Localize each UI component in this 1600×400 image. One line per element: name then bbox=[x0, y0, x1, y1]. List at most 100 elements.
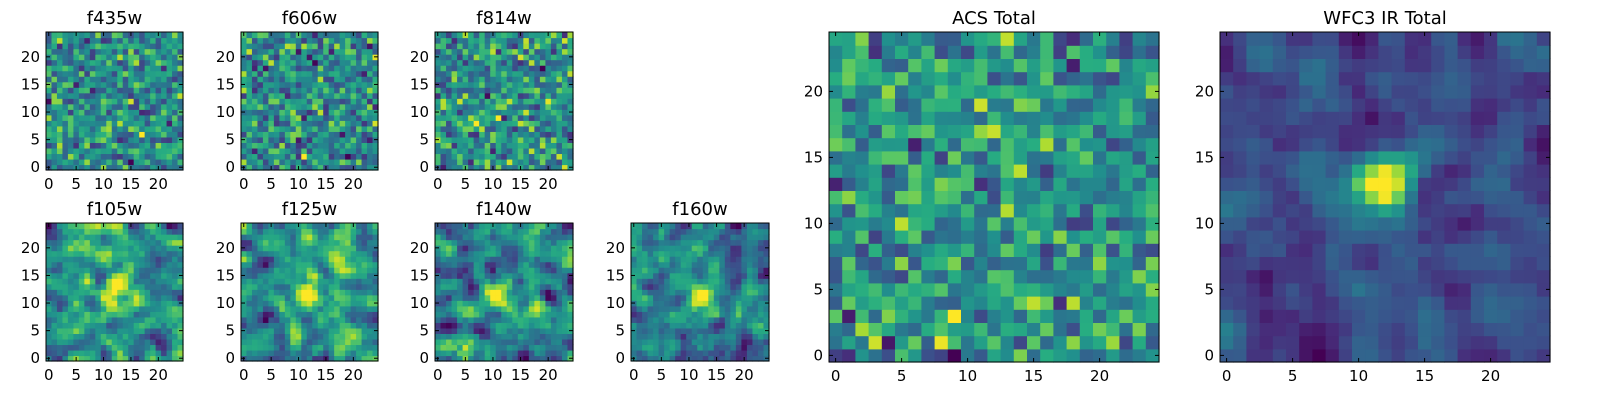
heatmap-cell bbox=[317, 37, 324, 44]
heatmap-cell bbox=[323, 158, 330, 166]
heatmap-cell bbox=[631, 316, 638, 323]
heatmap-cell bbox=[111, 125, 118, 132]
heatmap-cell bbox=[251, 338, 259, 346]
heatmap-cell bbox=[636, 223, 643, 230]
heatmap-cell bbox=[290, 125, 297, 132]
heatmap-cell bbox=[133, 344, 140, 351]
heatmap-cell bbox=[446, 109, 453, 116]
heatmap-cell bbox=[446, 278, 453, 285]
heatmap-cell bbox=[1119, 309, 1134, 323]
heatmap-cell bbox=[534, 239, 541, 246]
heatmap-cell bbox=[517, 322, 524, 329]
heatmap-cell bbox=[842, 322, 856, 337]
heatmap-cell bbox=[257, 37, 264, 44]
heatmap-cell bbox=[268, 261, 275, 268]
heatmap-cell bbox=[746, 245, 754, 252]
heatmap-cell bbox=[301, 109, 308, 116]
heatmap-cell bbox=[675, 294, 682, 301]
heatmap-cell bbox=[144, 37, 151, 44]
heatmap-cell bbox=[1119, 348, 1134, 363]
heatmap-cell bbox=[1119, 203, 1134, 218]
heatmap-cell bbox=[317, 311, 324, 318]
heatmap-cell bbox=[691, 338, 698, 346]
heatmap-cell bbox=[691, 289, 698, 296]
heatmap-cell bbox=[567, 228, 574, 235]
heatmap-cell bbox=[457, 250, 464, 257]
heatmap-cell bbox=[545, 311, 552, 318]
heatmap-cell bbox=[139, 147, 146, 155]
heatmap-cell bbox=[440, 239, 447, 246]
heatmap-cell bbox=[1027, 348, 1041, 363]
heatmap-cell bbox=[746, 322, 754, 329]
heatmap-cell bbox=[512, 272, 519, 279]
heatmap-cell bbox=[440, 278, 447, 285]
heatmap-cell bbox=[855, 164, 870, 178]
heatmap-cell bbox=[155, 114, 162, 121]
heatmap-cell bbox=[95, 103, 102, 110]
heatmap-cell bbox=[317, 103, 324, 110]
heatmap-cell bbox=[339, 54, 346, 61]
heatmap-cell bbox=[95, 48, 102, 55]
heatmap-cell bbox=[468, 245, 475, 252]
heatmap-cell bbox=[268, 311, 275, 318]
x-tick-label: 10 bbox=[483, 175, 502, 193]
heatmap-cell bbox=[757, 272, 765, 279]
heatmap-cell bbox=[495, 311, 502, 318]
heatmap-cell bbox=[51, 228, 58, 235]
heatmap-cell bbox=[67, 228, 74, 235]
x-tick-label: 10 bbox=[94, 175, 113, 193]
heatmap-cell bbox=[361, 109, 368, 116]
heatmap-cell bbox=[550, 333, 558, 340]
heatmap-cell bbox=[490, 256, 497, 263]
heatmap-cell bbox=[534, 120, 541, 127]
heatmap-cell bbox=[323, 142, 330, 149]
heatmap-cell bbox=[763, 267, 770, 274]
heatmap-cell bbox=[356, 43, 363, 50]
heatmap-cell bbox=[561, 261, 569, 268]
heatmap-cell bbox=[177, 131, 184, 138]
heatmap-cell bbox=[279, 338, 286, 346]
heatmap-cell bbox=[881, 190, 896, 205]
heatmap-cell bbox=[262, 147, 269, 155]
heatmap-cell bbox=[106, 344, 113, 351]
heatmap-cell bbox=[868, 230, 883, 244]
heatmap-cell bbox=[246, 294, 253, 301]
heatmap-cell bbox=[241, 98, 248, 105]
heatmap-cell bbox=[457, 81, 464, 88]
heatmap-cell bbox=[284, 294, 291, 301]
heatmap-cell bbox=[462, 272, 469, 279]
heatmap-cell bbox=[523, 114, 530, 121]
heatmap-cell bbox=[89, 338, 96, 346]
heatmap-cell bbox=[128, 333, 135, 340]
heatmap-cell bbox=[512, 322, 519, 329]
heatmap-cell bbox=[367, 142, 374, 149]
heatmap-cell bbox=[334, 43, 341, 50]
heatmap-cell bbox=[730, 283, 737, 290]
heatmap-cell bbox=[361, 223, 368, 230]
heatmap-cell bbox=[506, 92, 513, 99]
heatmap-cell bbox=[702, 267, 709, 274]
heatmap-cell bbox=[545, 109, 552, 116]
heatmap-cell bbox=[987, 243, 1002, 257]
heatmap-cell bbox=[697, 300, 704, 307]
heatmap-cell bbox=[122, 250, 129, 257]
heatmap-cell bbox=[440, 267, 447, 274]
heatmap-cell bbox=[440, 109, 447, 116]
heatmap-cell bbox=[451, 153, 458, 160]
heatmap-cell bbox=[161, 37, 168, 44]
heatmap-cell bbox=[534, 256, 541, 263]
heatmap-cell bbox=[290, 355, 297, 362]
heatmap-cell bbox=[89, 59, 96, 66]
heatmap-cell bbox=[317, 349, 324, 357]
heatmap-cell bbox=[550, 316, 558, 323]
y-tick-label: 5 bbox=[615, 322, 625, 340]
heatmap-cell bbox=[501, 76, 508, 83]
heatmap-cell bbox=[495, 338, 502, 346]
heatmap-cell bbox=[279, 300, 286, 307]
heatmap-cell bbox=[166, 131, 173, 138]
heatmap-cell bbox=[51, 43, 58, 50]
heatmap-cell bbox=[567, 283, 574, 290]
heatmap-cell bbox=[56, 147, 64, 155]
heatmap-cell bbox=[117, 223, 124, 230]
